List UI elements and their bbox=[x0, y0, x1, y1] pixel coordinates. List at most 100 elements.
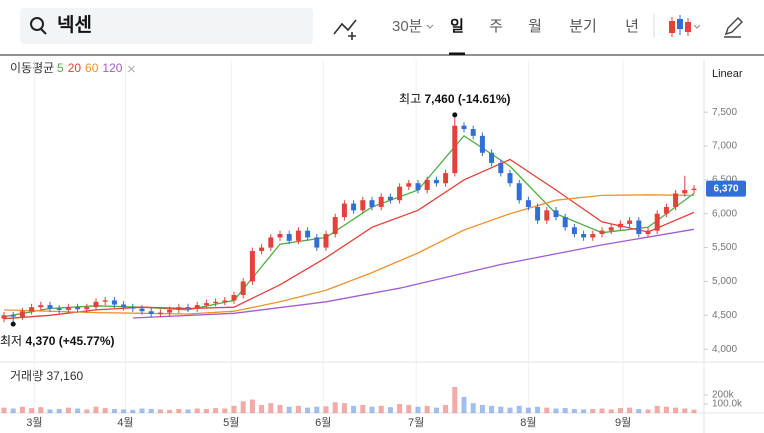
x-tick-label: 3월 bbox=[26, 416, 42, 429]
candle-body bbox=[682, 190, 688, 194]
volume-bar bbox=[121, 409, 127, 413]
candle-body bbox=[516, 183, 522, 201]
volume-bar bbox=[369, 406, 375, 413]
volume-bar bbox=[443, 404, 449, 413]
candle-body bbox=[286, 234, 292, 241]
volume-bar bbox=[406, 404, 412, 413]
ma-legend-entry: 5 bbox=[57, 61, 64, 75]
candle-body bbox=[636, 220, 642, 235]
volume-bar bbox=[627, 407, 633, 413]
volume-bar bbox=[479, 404, 485, 413]
volume-bar bbox=[498, 406, 504, 413]
period-button[interactable]: 월 bbox=[528, 18, 542, 35]
volume-bar bbox=[378, 405, 384, 413]
volume-bar bbox=[351, 405, 357, 413]
candle-body bbox=[323, 234, 329, 248]
volume-bar bbox=[47, 409, 53, 413]
volume-bar bbox=[111, 408, 117, 413]
period-button[interactable]: 년 bbox=[625, 18, 639, 35]
volume-bar bbox=[185, 409, 191, 413]
extreme-label: 최고 7,460 (-14.61%) bbox=[399, 92, 511, 106]
candle-body bbox=[102, 300, 108, 302]
volume-bar bbox=[433, 407, 439, 413]
volume-bar bbox=[139, 408, 145, 413]
x-tick-label: 6월 bbox=[315, 416, 331, 429]
draw-icon[interactable] bbox=[724, 17, 743, 38]
candle-body bbox=[369, 200, 375, 207]
volume-bar bbox=[341, 403, 347, 413]
x-tick-label: 9월 bbox=[615, 416, 631, 429]
volume-bar bbox=[75, 408, 81, 413]
volume-bar bbox=[424, 405, 430, 413]
candle-body bbox=[38, 305, 44, 308]
extreme-marker bbox=[452, 112, 458, 118]
chart-type-icon[interactable] bbox=[669, 15, 701, 37]
extreme-label: 최저 4,370 (+45.77%) bbox=[0, 334, 115, 348]
candle-body bbox=[56, 308, 62, 310]
volume-bar bbox=[332, 402, 338, 413]
candle-body bbox=[167, 309, 173, 313]
x-tick-label: 4월 bbox=[117, 416, 133, 429]
volume-bar bbox=[387, 407, 393, 413]
volume-bar bbox=[148, 408, 154, 413]
candle-body bbox=[47, 305, 53, 309]
period-button[interactable]: 주 bbox=[489, 18, 503, 35]
volume-bar bbox=[525, 407, 531, 413]
interval-button[interactable]: 30분 bbox=[392, 18, 423, 35]
candle-body bbox=[443, 173, 449, 184]
candle-body bbox=[415, 183, 421, 191]
indicator-icon[interactable] bbox=[333, 19, 357, 40]
volume-bar bbox=[507, 407, 513, 413]
ma-legend-entry: 60 bbox=[85, 61, 99, 75]
search-query[interactable]: 넥센 bbox=[57, 14, 92, 36]
candle-body bbox=[360, 200, 366, 211]
candle-body bbox=[498, 162, 504, 174]
volume-bar bbox=[553, 408, 559, 413]
candle-body bbox=[10, 315, 16, 317]
candle-body bbox=[93, 301, 99, 308]
candle-body bbox=[1, 315, 7, 319]
candle-body bbox=[231, 294, 237, 301]
volume-bar bbox=[19, 406, 25, 413]
candle-body bbox=[222, 300, 228, 302]
candle-body bbox=[203, 303, 209, 306]
search-box[interactable] bbox=[20, 8, 313, 44]
extreme-marker bbox=[10, 321, 16, 327]
candle-body bbox=[268, 237, 274, 248]
volume-bar bbox=[415, 406, 421, 413]
candle-body bbox=[525, 200, 531, 207]
volume-bar bbox=[203, 408, 209, 413]
y-tick-label: 7,500 bbox=[712, 107, 737, 118]
candle-body bbox=[29, 307, 35, 312]
ma-title: 이동평균 bbox=[10, 61, 54, 75]
volume-bar bbox=[231, 405, 237, 413]
moving-average-line bbox=[3, 194, 695, 315]
candle-body bbox=[157, 312, 163, 314]
candle-body bbox=[240, 281, 246, 295]
candle-body bbox=[581, 234, 587, 238]
volume-bar bbox=[682, 408, 688, 413]
extreme-value: 7,460 (-14.61%) bbox=[424, 92, 510, 106]
volume-bar bbox=[194, 408, 200, 413]
period-button[interactable]: 일 bbox=[450, 18, 464, 35]
candle-body bbox=[645, 230, 651, 235]
y-tick-label: 4,000 bbox=[712, 344, 737, 355]
volume-bar bbox=[213, 408, 219, 413]
y-tick-label: 6,000 bbox=[712, 208, 737, 219]
candle-body bbox=[185, 307, 191, 309]
volume-bar bbox=[608, 409, 614, 413]
scale-mode[interactable]: Linear bbox=[712, 68, 743, 80]
candle-body bbox=[608, 227, 614, 231]
ma-close-icon[interactable] bbox=[128, 65, 135, 73]
moving-average-line bbox=[132, 228, 695, 319]
volume-bar bbox=[645, 409, 651, 413]
candle-body bbox=[314, 237, 320, 248]
volume-bar bbox=[516, 405, 522, 413]
candle-body bbox=[75, 307, 81, 310]
candle-body bbox=[378, 196, 384, 207]
volume-bar bbox=[56, 408, 62, 413]
candle-body bbox=[562, 217, 568, 228]
volume-y-tick-label: 100.0k bbox=[712, 399, 743, 410]
period-button[interactable]: 분기 bbox=[569, 18, 597, 35]
